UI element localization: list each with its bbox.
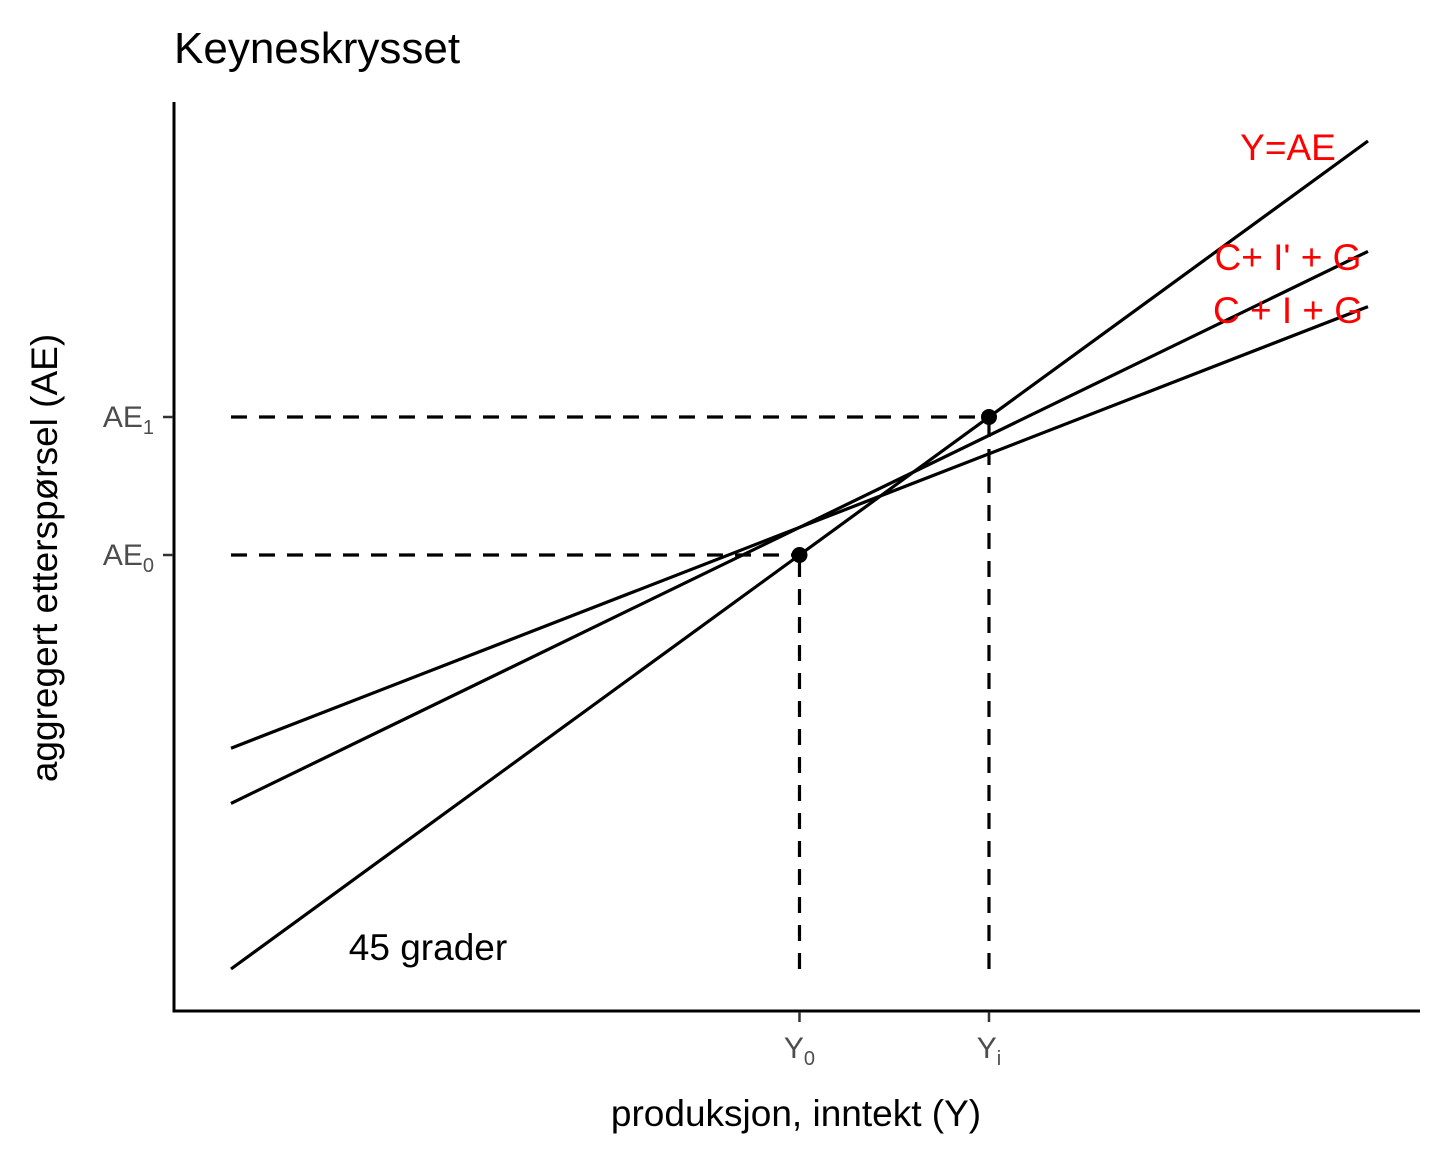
series-label-ye: Y=AE (1240, 127, 1336, 168)
equilibrium-point-1 (980, 409, 997, 425)
series-labels: Y=AE C+ I' + G C + I + G (1213, 127, 1363, 331)
equilibrium-points (791, 409, 997, 563)
equilibrium-point-0 (791, 547, 808, 563)
annotations: 45 grader (349, 927, 507, 968)
series-label-ci2g: C+ I' + G (1215, 237, 1362, 278)
x-tick-label-yi: Yi (977, 1032, 1001, 1070)
x-axis-title: produksjon, inntekt (Y) (611, 1093, 981, 1134)
y-tick-label-ae1: AE1 (103, 401, 154, 439)
guide-lines (231, 415, 991, 969)
annotation-deg: 45 grader (349, 927, 507, 968)
y-axis-title: aggregert etterspørsel (AE) (24, 334, 65, 782)
x-ticks: Y0 Yi (784, 1012, 1001, 1070)
series-line-cig (230, 305, 1369, 750)
y-tick-label-ae0: AE0 (103, 539, 154, 577)
y-ticks: AE0 AE1 (103, 401, 173, 577)
series-label-cig: C + I + G (1213, 290, 1363, 331)
chart-title: Keyneskrysset (174, 24, 460, 73)
x-tick-label-y0: Y0 (784, 1032, 815, 1070)
